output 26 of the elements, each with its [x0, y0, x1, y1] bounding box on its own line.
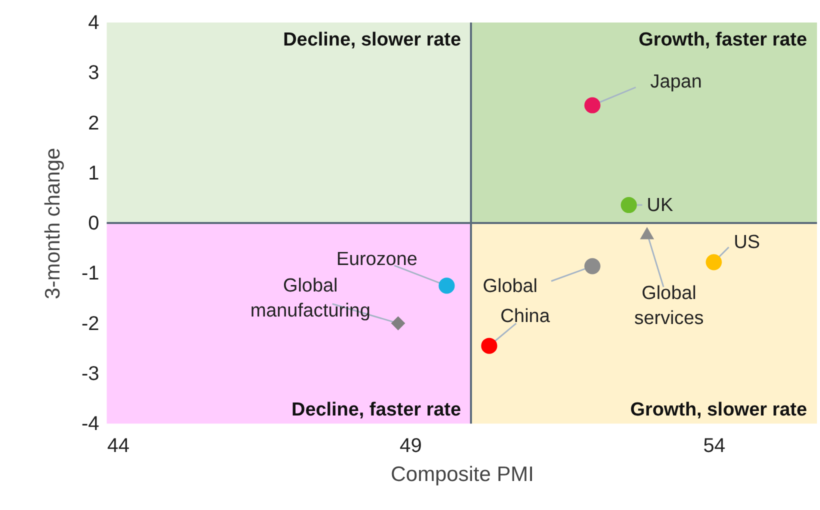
text: Global services: [634, 282, 704, 329]
band-label: Decline, faster rate: [292, 400, 462, 421]
band-label: Growth, faster rate: [638, 29, 808, 50]
series-label: US: [734, 232, 760, 254]
x-tick-label: 44: [107, 434, 130, 457]
y-tick-label: 0: [88, 212, 100, 235]
band-label: Growth, slower rate: [630, 400, 808, 421]
y-tick-label: -4: [82, 413, 100, 436]
y-tick-label: 4: [88, 12, 100, 34]
y-tick-label: -3: [82, 362, 100, 385]
y-tick-label: -2: [82, 312, 100, 335]
y-tick-label: 1: [88, 162, 100, 184]
text: Japan: [650, 71, 702, 92]
y-tick-label: -1: [82, 262, 100, 285]
x-tick-label: 49: [400, 434, 422, 457]
y-tick-label: 2: [88, 112, 100, 134]
series-label: UK: [646, 194, 674, 216]
series-label: China: [500, 306, 550, 327]
series-label: Global manufacturing: [250, 275, 370, 322]
x-tick-label: 54: [703, 434, 726, 457]
band-label: Decline, slower rate: [283, 29, 462, 50]
y-tick-label: 3: [88, 62, 100, 84]
x-axis-title: Composite PMI: [390, 462, 534, 486]
series-label: Eurozone: [336, 248, 418, 270]
y-axis-title: 3-month change: [42, 148, 65, 300]
text: Global: [482, 276, 538, 298]
